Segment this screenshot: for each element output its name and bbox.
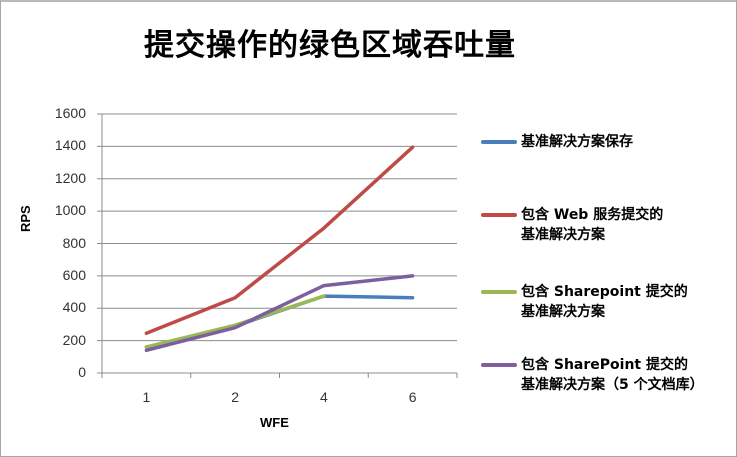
legend-swatch — [481, 363, 517, 367]
axes — [101, 114, 458, 378]
y-tick-label: 1600 — [54, 105, 86, 121]
series-line — [144, 145, 415, 336]
legend-item-sharepoint: 包含 Sharepoint 提交的 基准解决方案 — [481, 282, 688, 322]
legend-swatch — [481, 213, 517, 217]
y-tick-label: 400 — [62, 299, 86, 316]
y-tick-label: 1200 — [54, 169, 86, 186]
legend-label: 包含 Web 服务提交的 基准解决方案 — [521, 207, 664, 243]
y-axis-label: RPS — [18, 205, 33, 232]
chart-title: 提交操作的绿色区域吞吐量 — [144, 28, 516, 63]
legend-swatch — [481, 140, 517, 144]
y-tick-label: 600 — [62, 266, 86, 283]
y-tick-label: 200 — [62, 331, 86, 348]
series-line — [144, 274, 415, 353]
legend-label: 包含 Sharepoint 提交的 基准解决方案 — [521, 284, 688, 320]
x-tick-label: 1 — [142, 389, 151, 405]
y-tick-label: 1400 — [54, 137, 86, 154]
legend-swatch — [481, 290, 517, 294]
x-tick-label: 2 — [231, 389, 240, 405]
x-axis-label: WFE — [260, 415, 289, 430]
x-tick-label: 4 — [319, 389, 328, 405]
gridlines — [97, 113, 457, 374]
y-tick-label: 1000 — [54, 202, 86, 219]
legend-item-baseline-save: 基准解决方案保存 — [481, 132, 633, 152]
legend-item-web-service: 包含 Web 服务提交的 基准解决方案 — [481, 205, 663, 245]
legend-label: 包含 SharePoint 提交的 基准解决方案（5 个文档库） — [521, 357, 704, 393]
data-lines — [144, 145, 415, 353]
legend-label: 基准解决方案保存 — [521, 134, 633, 150]
legend-item-sharepoint-5-libraries: 包含 SharePoint 提交的 基准解决方案（5 个文档库） — [481, 355, 704, 395]
series-line — [144, 294, 326, 349]
y-tick-label: 800 — [62, 234, 86, 251]
y-tick-label: 0 — [78, 364, 86, 380]
x-tick-label: 6 — [408, 389, 417, 405]
